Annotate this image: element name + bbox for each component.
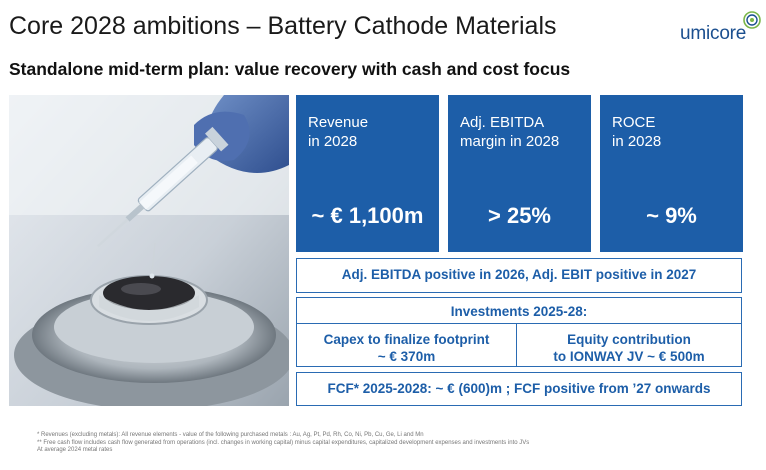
footnote-metal-rates: At average 2024 metal rates <box>37 447 113 453</box>
lab-photo <box>9 95 289 406</box>
fcf-text: FCF* 2025-2028: ~ € (600)m ; FCF positiv… <box>327 381 711 396</box>
kpi-ebitda-margin-label: Adj. EBITDA margin in 2028 <box>460 114 560 150</box>
equity-line-2: to IONWAY JV ~ € 500m <box>553 349 705 364</box>
ebitda-positive-text: Adj. EBITDA positive in 2026, Adj. EBIT … <box>341 267 697 282</box>
footnote-revenues: * Revenues (excluding metals): All reven… <box>37 432 424 438</box>
syringe-dish-image <box>9 95 289 406</box>
footnotes: * Revenues (excluding metals): All reven… <box>37 432 529 455</box>
kpi-ebitda-margin-card: Adj. EBITDA margin in 2028 > 25% <box>448 95 591 252</box>
capex-line-2: ~ € 370m <box>377 349 436 364</box>
investments-box: Investments 2025-28: Capex to finalize f… <box>296 297 742 367</box>
page-title: Core 2028 ambitions – Battery Cathode Ma… <box>9 12 557 40</box>
fcf-box: FCF* 2025-2028: ~ € (600)m ; FCF positiv… <box>296 372 742 406</box>
capex-cell: Capex to finalize footprint ~ € 370m <box>297 331 516 365</box>
investments-heading: Investments 2025-28: <box>450 304 588 319</box>
kpi-revenue-value: ~ € 1,100m <box>311 203 424 228</box>
kpi-roce-label: ROCE in 2028 <box>612 114 662 150</box>
kpi-revenue-label: Revenue in 2028 <box>308 114 369 150</box>
logo-swirl-icon <box>743 11 761 29</box>
page-subtitle: Standalone mid-term plan: value recovery… <box>9 59 571 79</box>
footnote-fcf: ** Free cash flow includes cash flow gen… <box>37 439 530 446</box>
ebitda-positive-box: Adj. EBITDA positive in 2026, Adj. EBIT … <box>296 258 742 293</box>
logo-text: umicore <box>680 23 747 44</box>
kpi-revenue-card: Revenue in 2028 ~ € 1,100m <box>296 95 439 252</box>
investments-divider-horizontal <box>297 323 741 324</box>
kpi-roce-value: ~ 9% <box>646 203 697 228</box>
equity-line-1: Equity contribution <box>567 332 691 347</box>
capex-line-1: Capex to finalize footprint <box>323 332 490 347</box>
kpi-roce-card: ROCE in 2028 ~ 9% <box>600 95 743 252</box>
kpi-ebitda-margin-value: > 25% <box>488 203 551 228</box>
umicore-logo: umicore <box>680 10 762 44</box>
investments-divider-vertical <box>516 323 517 366</box>
equity-cell: Equity contribution to IONWAY JV ~ € 500… <box>517 331 741 365</box>
